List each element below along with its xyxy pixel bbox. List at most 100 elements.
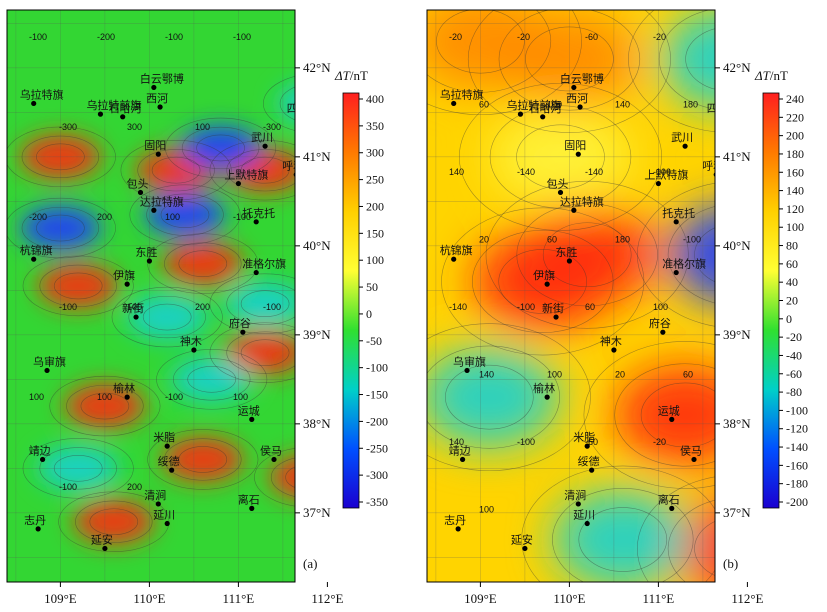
city-marker: 乌拉特旗 bbox=[440, 87, 484, 107]
panel-a-graticule bbox=[7, 10, 295, 582]
city-marker: 新街 bbox=[542, 301, 564, 320]
city-marker: 西河 bbox=[146, 92, 168, 110]
contour-line bbox=[525, 26, 614, 92]
contour-line bbox=[472, 229, 614, 333]
contour-label: -100 bbox=[59, 482, 77, 492]
city-label: 武川 bbox=[671, 131, 693, 144]
y-tick-label: 42°N bbox=[303, 60, 331, 75]
city-dot bbox=[307, 209, 312, 214]
city-marker: 靖边 bbox=[449, 444, 471, 463]
panel-b-colorbar: ΔT/nT240220200180160140120100806040200-2… bbox=[754, 68, 808, 509]
contour-label: -100 bbox=[653, 167, 671, 177]
colorbar-tick-label: 0 bbox=[366, 307, 372, 321]
colorbar-tick-label: -350 bbox=[366, 495, 388, 509]
contour-line bbox=[39, 447, 117, 490]
colorbar-tick-label: -140 bbox=[786, 440, 808, 454]
city-marker: 四子王旗 bbox=[707, 101, 751, 115]
contour-line bbox=[498, 249, 588, 314]
city-dot bbox=[133, 314, 139, 320]
y-tick-label: 39°N bbox=[303, 327, 331, 342]
contour-line bbox=[458, 82, 662, 231]
contour-label: 100 bbox=[195, 122, 210, 132]
panel-a-label: (a) bbox=[303, 556, 317, 571]
contour-line bbox=[427, 323, 591, 472]
city-marker: 准格尔旗 bbox=[242, 257, 286, 276]
city-marker: 和林格尔 bbox=[716, 196, 760, 215]
city-marker: 乌拉特旗 bbox=[20, 87, 64, 107]
contour-label: 300 bbox=[127, 122, 142, 132]
city-marker: 乌审旗 bbox=[453, 354, 486, 374]
x-tick-label: 109°E bbox=[44, 591, 77, 606]
city-dot bbox=[589, 467, 595, 473]
x-tick-label: 111°E bbox=[643, 591, 675, 606]
anomaly-patch bbox=[490, 106, 631, 207]
contour-label: -100 bbox=[233, 212, 251, 222]
city-dot bbox=[120, 114, 126, 120]
city-label: 侯马 bbox=[260, 443, 282, 457]
city-label: 白云鄂博 bbox=[560, 71, 604, 85]
contour-line bbox=[694, 521, 715, 576]
city-label: 延川 bbox=[573, 509, 595, 522]
contour-line bbox=[294, 100, 295, 107]
contour-label: -20 bbox=[517, 32, 530, 42]
colorbar-tick-label: 80 bbox=[786, 239, 798, 253]
city-marker: 托克托 bbox=[242, 206, 275, 225]
contour-label: -60 bbox=[585, 437, 598, 447]
contour-label: -100 bbox=[233, 32, 251, 42]
city-dot bbox=[455, 526, 461, 532]
contour-line bbox=[254, 448, 295, 507]
contour-line bbox=[36, 214, 85, 242]
colorbar-tick-label: 250 bbox=[366, 173, 384, 187]
contour-label: -100 bbox=[165, 32, 183, 42]
city-dot bbox=[240, 329, 246, 335]
city-dot bbox=[553, 314, 559, 320]
city-label: 志丹 bbox=[24, 514, 46, 527]
anomaly-patch bbox=[73, 499, 154, 544]
city-label: 伊旗 bbox=[113, 268, 135, 282]
anomaly-patch bbox=[659, 10, 715, 108]
contour-line bbox=[209, 140, 295, 201]
city-label: 新街 bbox=[122, 301, 144, 315]
contour-line bbox=[156, 349, 268, 410]
contour-line bbox=[240, 290, 290, 318]
contour-label: 100 bbox=[29, 392, 44, 402]
contour-label: 140 bbox=[449, 437, 464, 447]
colorbar-tick-label: -200 bbox=[786, 495, 808, 509]
contour-line bbox=[489, 105, 632, 209]
city-marker: 府谷 bbox=[649, 316, 671, 335]
contour-line bbox=[53, 272, 103, 300]
anomaly-patch bbox=[269, 456, 295, 498]
panel-b-x-ticks: 109°E 110°E 111°E 112°E bbox=[464, 582, 764, 606]
contour-label: -60 bbox=[585, 32, 598, 42]
contour-line bbox=[270, 457, 295, 497]
city-dot bbox=[155, 501, 161, 507]
city-marker: 达拉特旗 bbox=[560, 194, 604, 213]
city-dot bbox=[557, 189, 564, 196]
city-dot bbox=[40, 456, 46, 463]
city-label: 四子王旗 bbox=[707, 101, 751, 115]
city-label: 包头 bbox=[547, 177, 569, 190]
city-dot bbox=[451, 100, 457, 107]
city-dot bbox=[253, 269, 259, 276]
city-label: 离石 bbox=[658, 492, 680, 506]
y-tick-label: 40°N bbox=[723, 238, 751, 253]
colorbar-title-unit: /nT bbox=[770, 68, 788, 83]
city-dot bbox=[669, 416, 675, 422]
city-marker: 米脂 bbox=[153, 430, 175, 449]
colorbar-tick-label: 100 bbox=[366, 253, 384, 267]
city-dot bbox=[271, 456, 277, 463]
city-label: 和林格尔 bbox=[296, 196, 340, 210]
contour-line bbox=[226, 149, 295, 192]
contour-label: -300 bbox=[59, 122, 77, 132]
contour-label: -100 bbox=[263, 302, 281, 312]
city-dot bbox=[682, 143, 688, 149]
contour-line bbox=[667, 206, 715, 304]
city-dot bbox=[164, 520, 170, 527]
y-tick-label: 40°N bbox=[303, 238, 331, 253]
contour-label: -20 bbox=[449, 32, 462, 42]
anomaly-patch bbox=[552, 489, 693, 582]
anomaly-patch bbox=[427, 10, 551, 92]
contour-line bbox=[172, 358, 251, 401]
colorbar-tick-label: -120 bbox=[786, 422, 808, 436]
panel-a-anomaly-field bbox=[20, 85, 295, 544]
